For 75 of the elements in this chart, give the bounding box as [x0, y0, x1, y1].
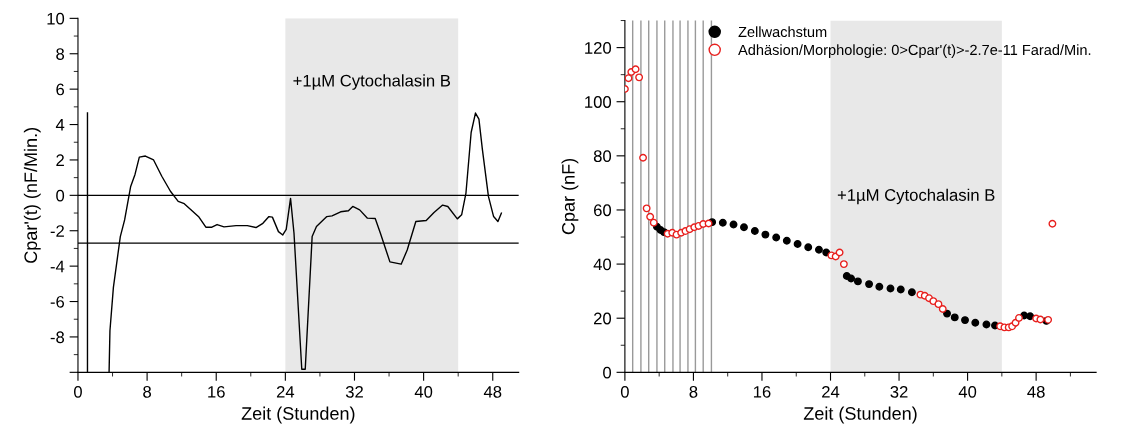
point [635, 73, 644, 82]
point [649, 218, 658, 227]
y-axis-title: Cpar (nF) [561, 158, 579, 235]
x-tick-label: 40 [414, 385, 433, 398]
point [631, 65, 640, 74]
point [646, 212, 655, 221]
point [624, 74, 633, 83]
x-tick-label: 8 [143, 385, 152, 398]
point [938, 305, 947, 313]
point [804, 243, 813, 252]
y-tick-label: -6 [50, 295, 65, 308]
y-tick-label: 100 [585, 96, 612, 108]
y-tick-label: 0 [603, 366, 612, 379]
point [729, 220, 738, 229]
y-tick-label: 20 [594, 312, 612, 325]
x-tick-label: 0 [620, 385, 629, 398]
y-axis-title: Cpar'(t) (nF/Min.) [23, 128, 41, 263]
point [982, 320, 991, 329]
point [961, 316, 969, 325]
point [793, 240, 802, 249]
point [1026, 312, 1035, 321]
x-tick-label: 48 [1027, 385, 1045, 398]
point [971, 318, 980, 327]
y-tick-label: 80 [593, 150, 612, 163]
y-tick-label: 6 [56, 83, 65, 96]
x-axis-title: Zeit (Stunden) [241, 406, 355, 424]
x-tick-label: 24 [822, 385, 840, 398]
point [772, 233, 781, 242]
x-tick-label: 48 [483, 385, 502, 398]
y-tick-label: -2 [50, 225, 64, 237]
y-tick-label: 8 [56, 48, 65, 60]
point [1015, 313, 1023, 322]
y-tick-label: 4 [55, 119, 65, 131]
band-label: +1µM Cytochalasin B [837, 188, 995, 205]
band-label: +1µM Cytochalasin B [293, 74, 451, 90]
y-tick-label: 40 [593, 258, 612, 271]
point [875, 282, 884, 291]
x-tick-label: 40 [958, 385, 977, 398]
point [814, 245, 823, 254]
x-tick-label: 32 [345, 385, 363, 398]
point [639, 153, 648, 162]
point [750, 227, 759, 236]
y-tick-label: -8 [50, 331, 65, 344]
point [853, 277, 862, 286]
x-tick-label: 16 [208, 385, 225, 398]
point [865, 280, 874, 289]
legend-label: Zellwachstum [738, 26, 827, 38]
x-tick-label: 24 [276, 385, 295, 398]
x-axis-title: Zeit (Stunden) [803, 406, 917, 424]
point [704, 219, 713, 228]
x-tick-label: 8 [689, 385, 698, 398]
point [1048, 219, 1057, 228]
point [740, 223, 748, 232]
point [950, 313, 959, 322]
point [835, 248, 844, 257]
point [642, 204, 651, 213]
point [886, 284, 895, 293]
y-tick-label: 10 [47, 12, 65, 25]
legend-label: Adhäsion/Morphologie: 0>Cpar'(t)>-2.7e-11 Farad/Min. [738, 44, 1091, 58]
point [782, 236, 791, 245]
point [847, 274, 856, 283]
y-tick-label: 2 [56, 154, 64, 166]
point [907, 288, 916, 297]
point [896, 285, 905, 294]
point [839, 260, 848, 269]
y-tick-label: -4 [50, 260, 65, 273]
x-tick-label: 0 [73, 385, 82, 398]
x-tick-label: 16 [753, 385, 771, 398]
y-tick-label: 60 [594, 204, 612, 217]
y-tick-label: 120 [585, 42, 612, 54]
point [718, 218, 727, 227]
y-tick-label: 0 [56, 189, 65, 202]
point [761, 230, 770, 239]
x-tick-label: 32 [890, 385, 908, 398]
point [1036, 315, 1045, 324]
